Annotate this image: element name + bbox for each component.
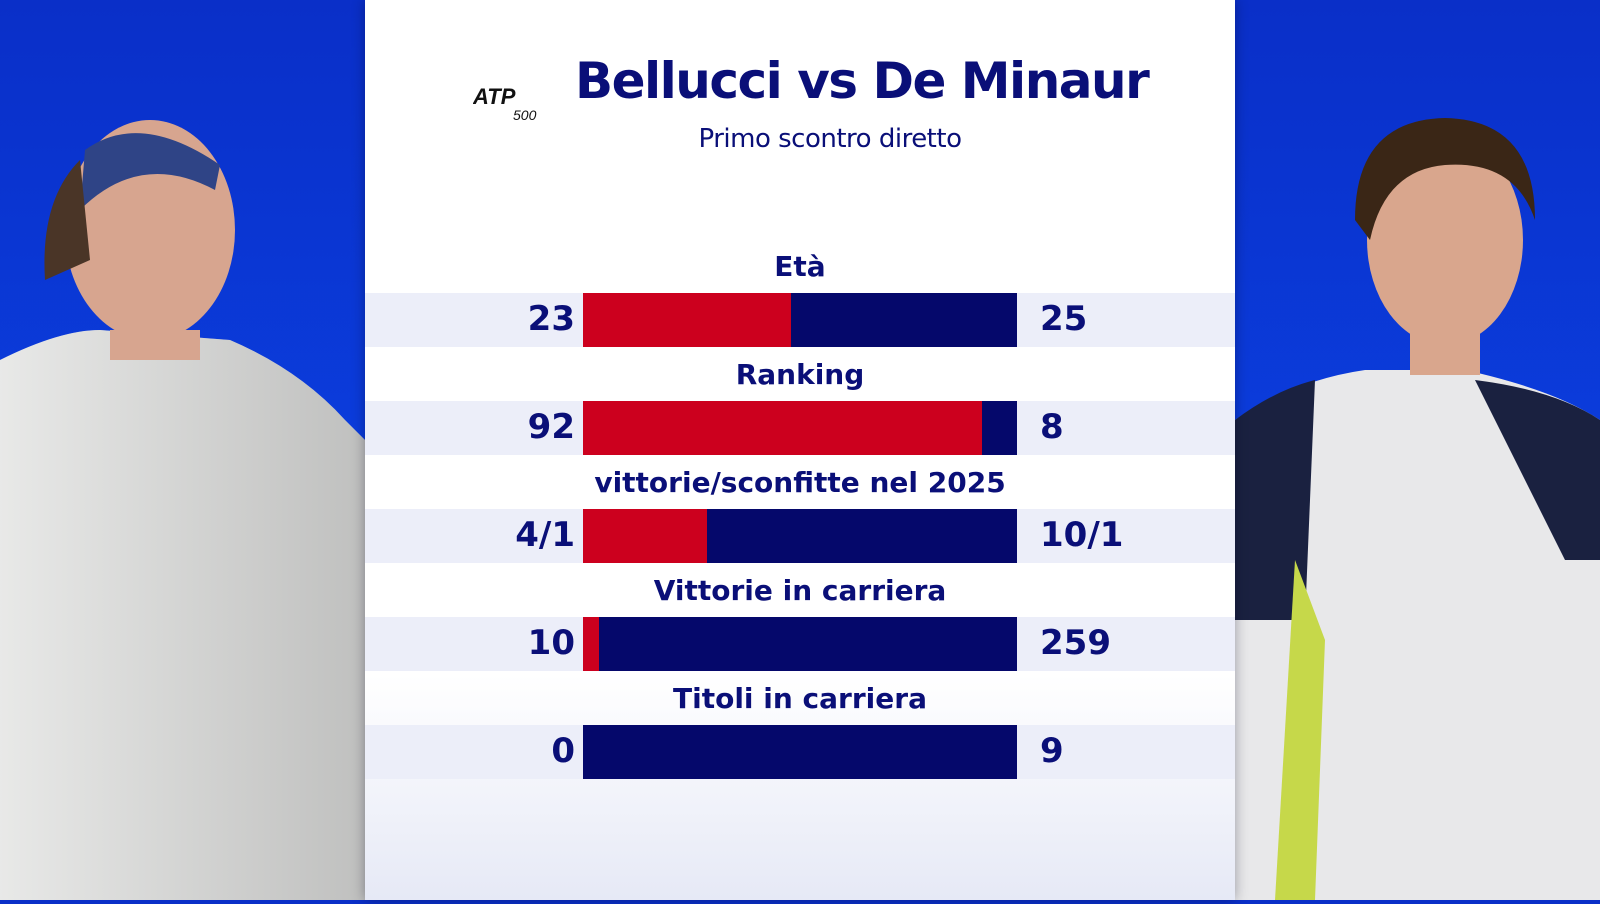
left-value: 4/1	[515, 515, 575, 555]
left-player-photo	[0, 0, 365, 900]
right-value: 10/1	[1040, 515, 1124, 555]
stat-label: vittorie/sconfitte nel 2025	[594, 466, 1006, 499]
left-value: 92	[527, 407, 575, 447]
stat-row: 10 259	[365, 617, 1235, 671]
stat-label: Età	[774, 250, 826, 283]
svg-text:ATP: ATP	[473, 84, 516, 109]
right-player-photo	[1235, 0, 1600, 900]
page-subtitle: Primo scontro diretto	[698, 124, 962, 154]
stat-label: Vittorie in carriera	[653, 574, 947, 607]
stat-row: 23 25	[365, 293, 1235, 347]
comparison-bar	[583, 401, 1017, 455]
left-share-bar	[583, 617, 600, 671]
svg-text:500: 500	[513, 107, 537, 122]
stat-row: 4/1 10/1	[365, 509, 1235, 563]
right-value: 9	[1040, 731, 1064, 771]
right-value: 8	[1040, 407, 1064, 447]
comparison-bar	[583, 509, 1017, 563]
left-share-bar	[583, 293, 791, 347]
left-share-bar	[583, 401, 983, 455]
left-value: 23	[527, 299, 575, 339]
left-value: 10	[527, 623, 575, 663]
left-share-bar	[583, 509, 708, 563]
comparison-bar	[583, 617, 1017, 671]
stats-panel: ATP 500 Bellucci vs De Minaur Primo scon…	[365, 0, 1235, 900]
comparison-bar	[583, 293, 1017, 347]
atp-500-logo: ATP 500	[473, 84, 537, 122]
stat-row: 0 9	[365, 725, 1235, 779]
right-value: 259	[1040, 623, 1111, 663]
stat-label: Ranking	[735, 358, 865, 391]
right-value: 25	[1040, 299, 1088, 339]
stat-label: Titoli in carriera	[673, 682, 927, 715]
comparison-bar	[583, 725, 1017, 779]
page-title: Bellucci vs De Minaur	[575, 52, 1150, 110]
stat-row: 92 8	[365, 401, 1235, 455]
left-value: 0	[551, 731, 575, 771]
